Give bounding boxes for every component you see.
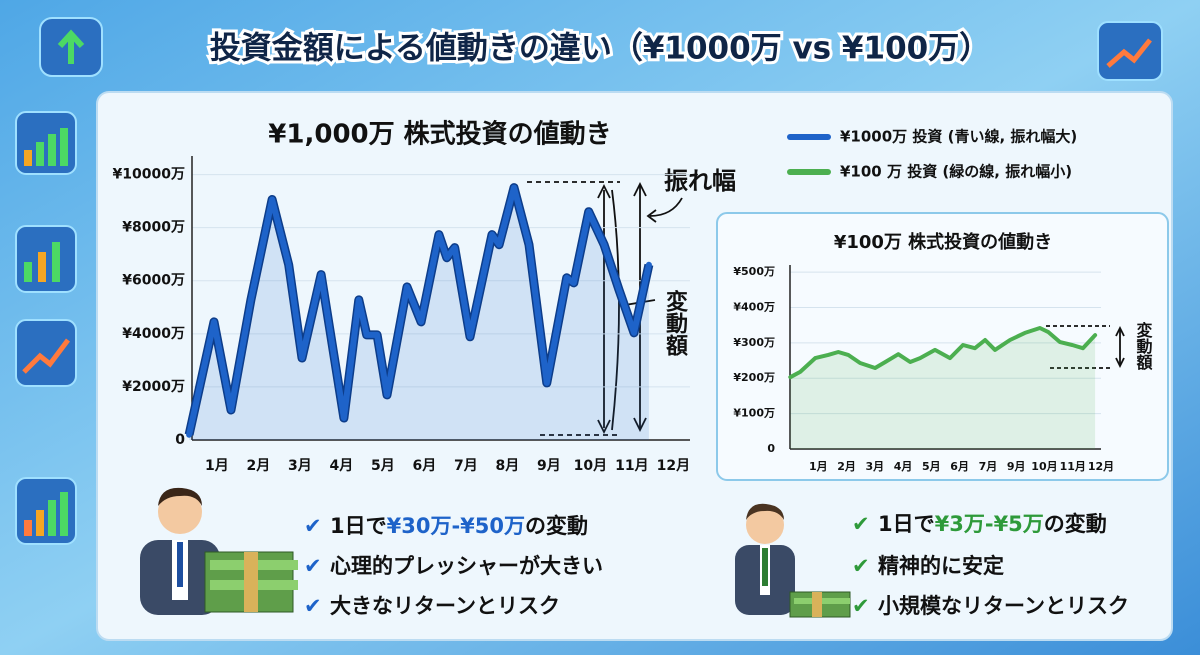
x-tick-label: 2月: [837, 460, 856, 473]
point: 小規模なリターンとリスク: [878, 594, 1129, 618]
line: [186, 184, 652, 438]
point-part: の変動: [1044, 512, 1107, 536]
x-tick-label: 3月: [288, 458, 312, 474]
x-tick-label: 10月: [574, 458, 607, 474]
y-tick-label: 0: [175, 432, 185, 448]
point: 精神的に安定: [878, 554, 1004, 578]
x-tick-label: 5月: [371, 458, 395, 474]
annotation: 変動額: [1134, 321, 1154, 371]
check: ✔: [304, 514, 322, 538]
check: ✔: [304, 554, 322, 578]
x-tick-label: 7月: [979, 460, 998, 473]
point: 1日で¥3万-¥5万の変動: [878, 512, 1107, 536]
area: [189, 187, 649, 440]
check: ✔: [852, 554, 870, 578]
x-tick-label: 7月: [454, 458, 478, 474]
x-tick-label: 1月: [205, 458, 229, 474]
annotation-lines: [527, 181, 1125, 436]
area: [790, 328, 1096, 449]
point-part: の変動: [525, 514, 588, 538]
x-tick-label: 11月: [615, 458, 648, 474]
point-highlight: ¥30万-¥50万: [387, 514, 525, 538]
y-tick-label: ¥200万: [733, 371, 775, 384]
x-tick-label: 11月: [1060, 460, 1086, 473]
icon: [1097, 21, 1163, 81]
point-highlight: ¥3万-¥5万: [935, 512, 1044, 536]
annotation: 振れ幅: [664, 167, 736, 195]
points-left: ✔ 1日で¥30万-¥50万の変動 ✔ 心理的プレッシャーが大きい ✔ 大きなリ…: [304, 514, 603, 618]
icon: [15, 319, 77, 387]
page-title: 投資金額による値動きの違い（¥1000万 vs ¥100万）: [210, 31, 990, 67]
x-tick-label: 4月: [894, 460, 913, 473]
x-tick-label: 9月: [1007, 460, 1026, 473]
x-tick-label: 6月: [413, 458, 437, 474]
y-tick-label: ¥500万: [733, 265, 775, 278]
points-right: ✔ 1日で¥3万-¥5万の変動 ✔ 精神的に安定 ✔ 小規模なリターンとリスク: [852, 512, 1129, 618]
x-tick-label: 12月: [1088, 460, 1114, 473]
y-tick-label: ¥2000万: [122, 379, 185, 395]
chart-title: ¥1,000万 株式投資の値動き: [268, 120, 611, 150]
point: 1日で¥30万-¥50万の変動: [330, 514, 588, 538]
y-tick-label: ¥10000万: [113, 167, 185, 183]
y-tick-label: ¥8000万: [122, 220, 185, 236]
point-part: 1日で: [878, 512, 935, 536]
annotation: 変動額: [662, 289, 688, 357]
x-tick-label: 4月: [330, 458, 354, 474]
legend-label: ¥100 万 投資 (緑の線, 振れ幅小): [840, 163, 1072, 181]
check: ✔: [852, 512, 870, 536]
side-icons: [15, 17, 1163, 545]
check: ✔: [304, 594, 322, 618]
point: 大きなリターンとリスク: [330, 594, 560, 618]
y-tick-label: ¥300万: [733, 336, 775, 349]
y-tick-label: ¥6000万: [122, 273, 185, 289]
legend-label: ¥1000万 投資 (青い線, 振れ幅大): [840, 128, 1077, 146]
y-tick-label: ¥400万: [733, 300, 775, 313]
point-part: 1日で: [330, 514, 387, 538]
chart-title: ¥100万 株式投資の値動き: [834, 231, 1052, 253]
x-tick-label: 10月: [1031, 460, 1057, 473]
x-tick-label: 6月: [950, 460, 969, 473]
x-tick-label: 8月: [496, 458, 520, 474]
line: [788, 326, 1098, 380]
x-tick-label: 1月: [809, 460, 828, 473]
y-tick-label: ¥4000万: [122, 326, 185, 342]
y-tick-label: ¥100万: [733, 407, 775, 420]
x-tick-label: 5月: [922, 460, 941, 473]
x-tick-label: 12月: [657, 458, 690, 474]
point: 心理的プレッシャーが大きい: [330, 554, 603, 578]
x-tick-label: 9月: [537, 458, 561, 474]
illustration: [140, 487, 851, 618]
x-tick-label: 3月: [865, 460, 884, 473]
x-tick-label: 2月: [247, 458, 271, 474]
check: ✔: [852, 594, 870, 618]
y-tick-label: 0: [767, 442, 775, 455]
